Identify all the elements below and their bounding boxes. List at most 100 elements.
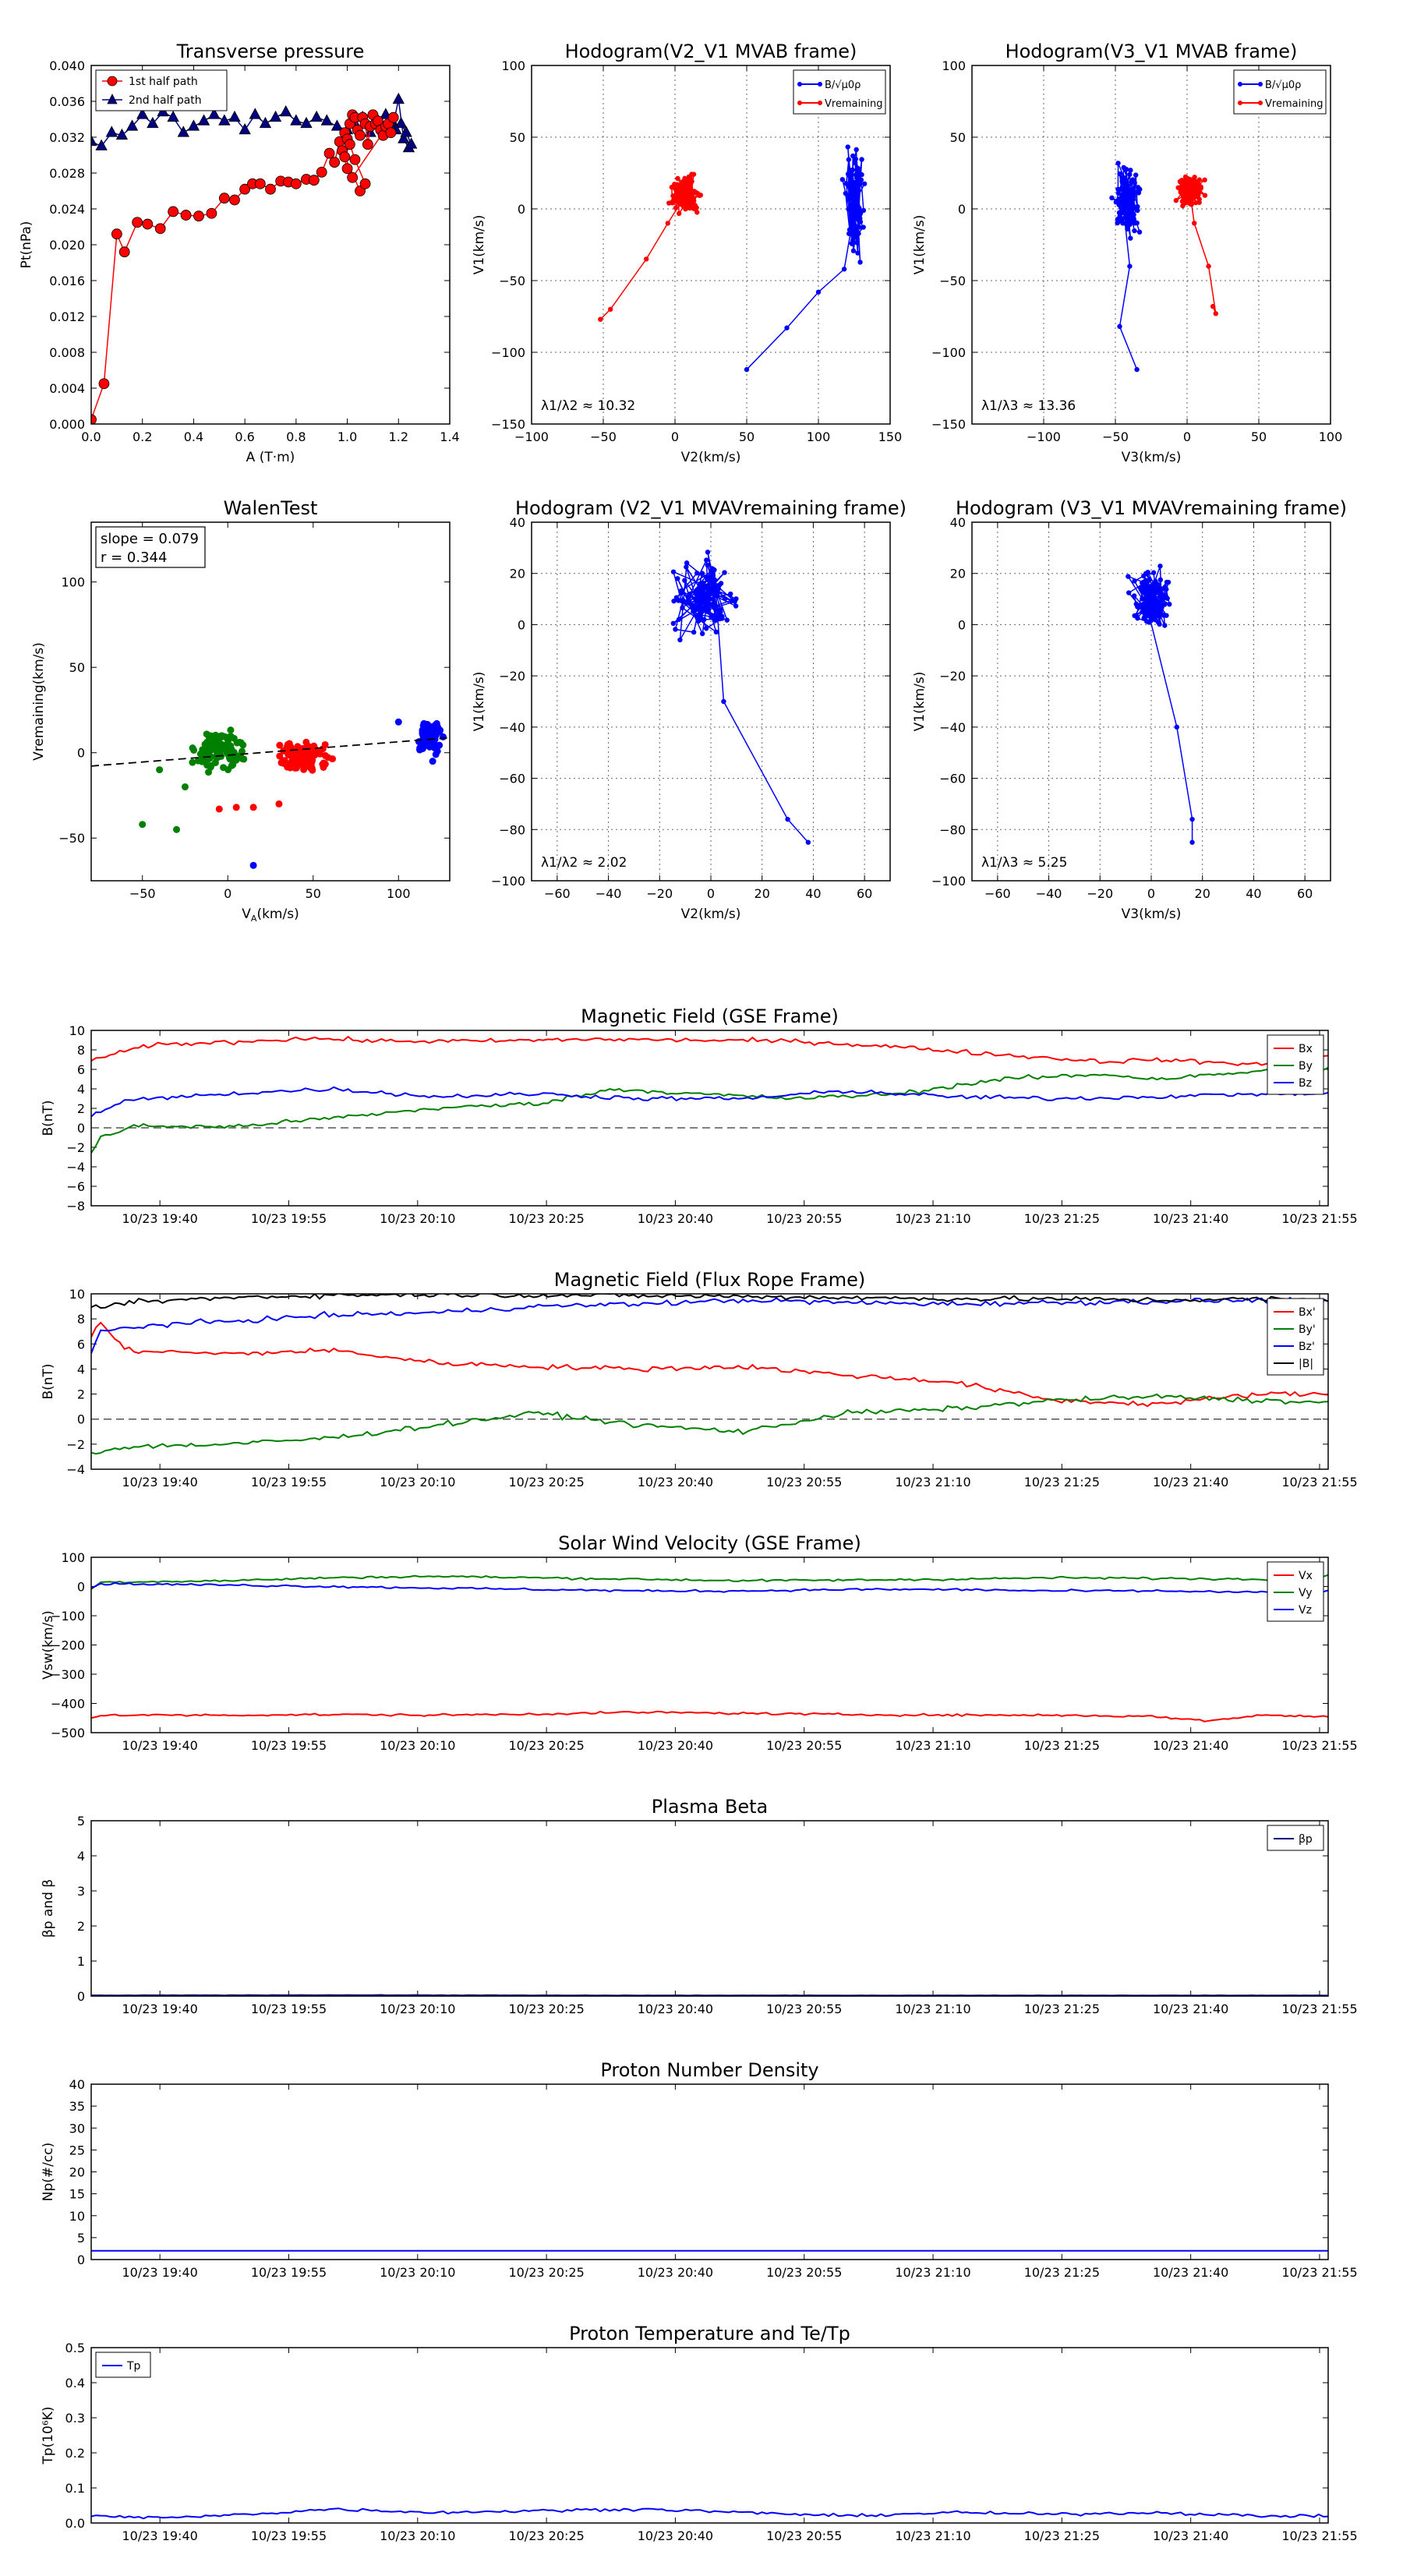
walen-point: [306, 760, 313, 768]
x-tick-label: 0.8: [286, 429, 306, 444]
series-point: [675, 576, 680, 581]
x-tick-label: 10/23 21:55: [1281, 1738, 1357, 1753]
series-point: [1157, 613, 1162, 620]
y-tick-label: 10: [69, 1023, 85, 1038]
y-tick-label: 100: [501, 58, 525, 73]
chart-title: Hodogram (V3_V1 MVAVremaining frame): [956, 497, 1347, 519]
point-1st-half: [347, 171, 359, 183]
series-red-point: [1192, 175, 1197, 180]
point-1st-half: [308, 175, 320, 186]
series-red-point: [673, 205, 679, 210]
point-2nd-half: [187, 119, 200, 131]
y-tick-label: 0: [77, 1580, 85, 1595]
series-point: [684, 560, 690, 566]
y-tick-label: −100: [51, 1609, 85, 1624]
series-blue-point: [1136, 229, 1143, 235]
point-1st-half: [193, 210, 204, 222]
series-blue-point: [855, 250, 861, 256]
x-tick-label: 10/23 19:55: [251, 2002, 327, 2016]
series-blue-point: [1113, 200, 1119, 205]
series-red-point: [694, 210, 700, 215]
x-tick-label: 40: [805, 886, 821, 901]
series-blue-point: [1117, 171, 1122, 177]
series-red-point: [691, 196, 697, 201]
series-point: [713, 629, 719, 635]
series-blue-point: [855, 230, 861, 235]
series-blue-point: [1127, 171, 1133, 178]
y-tick-label: 0.4: [65, 2376, 85, 2390]
plot-area: [91, 1994, 1328, 1996]
series-point: [728, 591, 733, 597]
walen-point: [249, 861, 257, 869]
walen-point: [433, 741, 440, 749]
point-2nd-half: [105, 125, 118, 137]
walen-point: [284, 740, 292, 748]
series-red-point: [1206, 263, 1211, 269]
y-axis-label: βp and β: [41, 1879, 56, 1938]
x-tick-label: 10/23 20:25: [508, 1475, 584, 1489]
chart-h3: Hodogram (V2_V1 MVAVremaining frame) −60 −…: [472, 497, 906, 922]
point-1st-half: [349, 154, 361, 165]
series-red-point: [691, 171, 697, 177]
slope-label: slope = 0.079: [101, 531, 199, 547]
y-tick-label: 30: [69, 2121, 85, 2136]
plot-area: [598, 144, 868, 373]
series-point: [1140, 602, 1146, 607]
series-blue-point: [1123, 166, 1129, 172]
y-tick-label: −100: [931, 874, 966, 889]
x-tick-label: 10/23 19:40: [122, 1738, 198, 1753]
series-point: [705, 587, 712, 593]
point-2nd-half: [400, 125, 412, 137]
series-red-point: [666, 200, 672, 206]
series-point: [1141, 573, 1147, 579]
chart-ts3: Solar Wind Velocity (GSE Frame) 10/23 19:…: [41, 1532, 1358, 1753]
series-red-point: [1213, 311, 1219, 316]
y-tick-label: 0.0: [65, 2516, 85, 2531]
series-point: [1150, 583, 1155, 588]
series-point: [718, 581, 724, 586]
point-2nd-half: [249, 108, 261, 119]
series-point: [733, 603, 739, 609]
y-axis-label: V1(km/s): [472, 672, 487, 732]
series-point: [1145, 569, 1150, 575]
x-tick-label: 10/23 20:10: [380, 2528, 455, 2543]
series-red-point: [1196, 200, 1202, 205]
y-tick-label: 0.3: [65, 2411, 85, 2426]
x-tick-label: 10/23 20:40: [638, 2265, 713, 2280]
legend-box: [1267, 1298, 1324, 1376]
series-blue-point: [1125, 226, 1130, 232]
regression-line: [91, 737, 450, 767]
chart-ts4: Plasma Beta 10/23 19:40 10/23 19:55 10/23 2…: [41, 1796, 1358, 2016]
y-tick-label: 6: [77, 1337, 85, 1352]
y-tick-label: −4: [66, 1160, 85, 1175]
series-blue-point: [1117, 323, 1122, 330]
series-line-Bx: [91, 1035, 1328, 1066]
point-1st-half: [316, 166, 327, 178]
legend-label: Vremaining: [825, 98, 883, 110]
series-blue-point: [853, 188, 858, 193]
chart-title: Plasma Beta: [652, 1796, 768, 1818]
chart-title: Solar Wind Velocity (GSE Frame): [558, 1532, 861, 1554]
series-blue-point: [1124, 199, 1130, 204]
x-tick-label: 20: [1195, 886, 1210, 901]
x-tick-label: 1.0: [337, 429, 357, 444]
series-blue-point: [850, 223, 856, 228]
x-tick-label: 150: [878, 429, 903, 444]
legend-label: By': [1299, 1323, 1316, 1336]
series-point: [696, 612, 702, 617]
chart-title: Proton Number Density: [600, 2059, 818, 2081]
walen-point: [198, 758, 206, 765]
series-point: [716, 616, 723, 622]
series-point: [1153, 578, 1158, 584]
series-point: [722, 570, 727, 575]
chart-ts2: Magnetic Field (Flux Rope Frame) 10/23 19…: [41, 1269, 1358, 1489]
y-tick-label: 20: [950, 567, 966, 581]
series-blue-point: [1109, 195, 1115, 201]
point-2nd-half: [290, 114, 302, 125]
walen-point: [433, 719, 440, 727]
walen-point: [207, 761, 215, 769]
series-blue-point: [744, 366, 750, 373]
x-tick-label: 10/23 20:40: [638, 1475, 713, 1489]
chart-title: WalenTest: [224, 497, 318, 519]
point-1st-half: [341, 163, 353, 175]
